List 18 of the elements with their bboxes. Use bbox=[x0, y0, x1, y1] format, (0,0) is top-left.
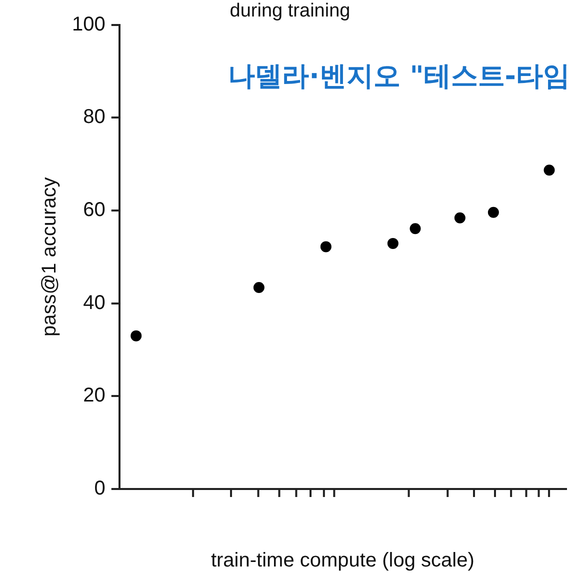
point bbox=[387, 238, 398, 249]
point bbox=[130, 330, 142, 342]
y-tick-label: 60 bbox=[83, 198, 106, 221]
point bbox=[454, 212, 466, 224]
x-axis-title: train-time compute (log scale) bbox=[210, 550, 474, 572]
point bbox=[320, 241, 332, 252]
point bbox=[253, 282, 264, 294]
y-axis-title: pass@1 accuracy bbox=[38, 177, 61, 337]
y-tick-label: 80 bbox=[83, 106, 106, 128]
y-tick-label: 100 bbox=[72, 13, 106, 36]
y-tick-label: 0 bbox=[94, 478, 106, 500]
point bbox=[488, 206, 499, 218]
y-tick-label: 40 bbox=[83, 292, 106, 314]
annotation: 나델라·벤지오 "테스트-타임 bbox=[228, 61, 570, 92]
point bbox=[544, 164, 555, 176]
chart-title: during training bbox=[230, 0, 350, 22]
point bbox=[410, 223, 421, 234]
y-tick-label: 20 bbox=[83, 384, 106, 407]
